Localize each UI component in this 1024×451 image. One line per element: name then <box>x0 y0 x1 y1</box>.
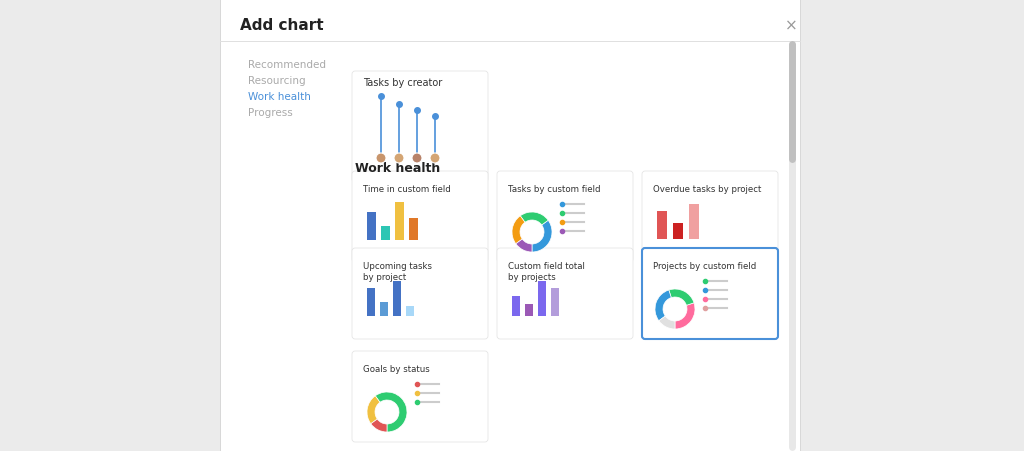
Text: ×: × <box>785 18 798 33</box>
Circle shape <box>376 154 386 164</box>
Text: Goals by status: Goals by status <box>362 364 430 373</box>
Wedge shape <box>512 216 525 244</box>
Bar <box>367 212 376 240</box>
Wedge shape <box>367 396 380 424</box>
FancyBboxPatch shape <box>352 172 488 262</box>
Bar <box>393 281 401 316</box>
Wedge shape <box>669 290 694 306</box>
FancyBboxPatch shape <box>352 72 488 183</box>
Text: Tasks by creator: Tasks by creator <box>362 78 442 88</box>
Text: Add chart: Add chart <box>240 18 324 33</box>
FancyBboxPatch shape <box>352 249 488 339</box>
Wedge shape <box>675 303 695 329</box>
Text: Work health: Work health <box>248 92 311 102</box>
FancyBboxPatch shape <box>220 0 800 451</box>
FancyBboxPatch shape <box>497 249 633 339</box>
Bar <box>409 219 418 240</box>
FancyBboxPatch shape <box>497 172 633 262</box>
Text: Progress: Progress <box>248 108 293 118</box>
Bar <box>406 306 414 316</box>
Circle shape <box>430 154 440 164</box>
Bar <box>395 202 404 240</box>
Wedge shape <box>532 221 552 253</box>
Wedge shape <box>516 239 532 253</box>
Text: Projects by custom field: Projects by custom field <box>653 262 757 271</box>
Bar <box>381 226 390 240</box>
Text: Recommended: Recommended <box>248 60 326 70</box>
Bar <box>551 288 559 316</box>
Bar <box>380 302 388 316</box>
Text: Custom field total
by projects: Custom field total by projects <box>508 262 585 281</box>
Bar <box>512 296 520 316</box>
Circle shape <box>394 154 404 164</box>
Bar <box>673 224 683 239</box>
Wedge shape <box>658 316 675 329</box>
Text: Work health: Work health <box>355 161 440 175</box>
Wedge shape <box>655 290 672 321</box>
Bar <box>689 205 699 239</box>
Wedge shape <box>520 212 548 226</box>
Text: Upcoming tasks
by project: Upcoming tasks by project <box>362 262 432 281</box>
Circle shape <box>412 154 422 164</box>
Text: Overdue tasks by project: Overdue tasks by project <box>653 184 762 193</box>
Wedge shape <box>371 419 387 432</box>
FancyBboxPatch shape <box>352 351 488 442</box>
Text: Time in custom field: Time in custom field <box>362 184 451 193</box>
Wedge shape <box>375 392 407 432</box>
Bar <box>538 281 546 316</box>
Bar <box>525 304 534 316</box>
Text: Tasks by custom field: Tasks by custom field <box>508 184 600 193</box>
Bar <box>367 288 375 316</box>
Bar <box>657 212 667 239</box>
FancyBboxPatch shape <box>642 249 778 339</box>
FancyBboxPatch shape <box>642 172 778 262</box>
Text: Resourcing: Resourcing <box>248 76 305 86</box>
